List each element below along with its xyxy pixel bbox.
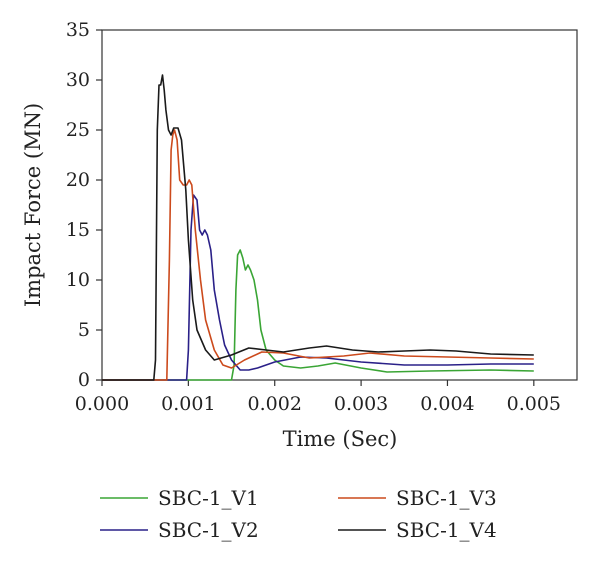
legend: SBC-1_V1 SBC-1_V3 SBC-1_V2 SBC-1_V4 (100, 486, 497, 542)
y-axis: 0 5 10 15 20 25 30 35 (66, 19, 102, 391)
legend-label: SBC-1_V3 (396, 486, 497, 510)
series-line-sbc-1-v1 (102, 249, 534, 381)
x-tick-label: 0.000 (75, 393, 129, 415)
x-tick-label: 0.004 (420, 393, 474, 415)
legend-label: SBC-1_V1 (158, 486, 259, 510)
x-tick-label: 0.003 (334, 393, 388, 415)
x-tick-label: 0.002 (248, 393, 302, 415)
series-lines (102, 74, 534, 381)
series-line-sbc-1-v3 (102, 129, 534, 381)
x-axis: 0.000 0.001 0.002 0.003 0.004 0.005 (75, 380, 561, 415)
legend-label: SBC-1_V4 (396, 518, 497, 542)
legend-item: SBC-1_V2 (100, 518, 259, 542)
series-line-sbc-1-v4 (102, 74, 534, 381)
x-tick-label: 0.001 (161, 393, 215, 415)
y-axis-title: Impact Force (MN) (21, 103, 45, 307)
y-tick-label: 35 (66, 19, 90, 41)
legend-label: SBC-1_V2 (158, 518, 259, 542)
x-axis-title: Time (Sec) (283, 427, 398, 451)
x-tick-label: 0.005 (507, 393, 561, 415)
legend-item: SBC-1_V4 (338, 518, 497, 542)
y-tick-label: 30 (66, 69, 90, 91)
y-tick-label: 10 (66, 269, 90, 291)
y-tick-label: 20 (66, 169, 90, 191)
series-line-sbc-1-v2 (102, 194, 534, 381)
y-tick-label: 15 (66, 219, 90, 241)
y-tick-label: 5 (78, 319, 90, 341)
legend-item: SBC-1_V1 (100, 486, 259, 510)
plot-frame (101, 29, 578, 381)
legend-item: SBC-1_V3 (338, 486, 497, 510)
y-tick-label: 0 (78, 369, 90, 391)
y-tick-label: 25 (66, 119, 90, 141)
